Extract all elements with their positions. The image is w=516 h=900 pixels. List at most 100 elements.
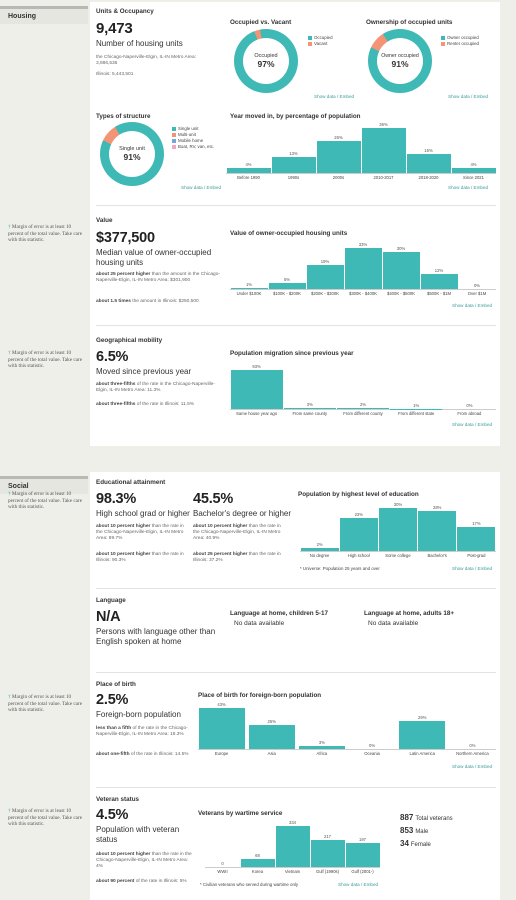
language-adults-title: Language at home, adults 18+ [364, 610, 455, 617]
ownership-center-label: Owner occupied [381, 53, 419, 59]
chart-category-label: Oceania [364, 751, 380, 756]
chart-category-label: Asia [267, 751, 276, 756]
chart-bar[interactable] [275, 826, 310, 867]
chart-bar[interactable] [345, 842, 380, 867]
chart-category-label: Korea [251, 869, 264, 874]
chart-bar[interactable] [248, 725, 295, 749]
veterans-male: 853 Male [400, 826, 429, 835]
chart-value-label: 36% [379, 122, 388, 127]
chart-bar[interactable] [361, 128, 406, 173]
occupied-legend: Occupied Vacant [308, 35, 333, 47]
moved-show-data-link[interactable]: Show data / Embed [448, 185, 489, 190]
chart-bar[interactable] [399, 721, 446, 749]
structure-legend: Single unit Multi-unit Mobile home Boat,… [172, 126, 214, 150]
chart-category-label: Some college [385, 553, 411, 558]
structure-title: Types of structure [96, 113, 151, 120]
birth-show-data-link[interactable]: Show data / Embed [452, 764, 493, 769]
chart-bar[interactable] [230, 287, 268, 289]
chart-value-label: 217 [324, 834, 331, 840]
chart-bar[interactable] [457, 526, 496, 551]
value-show-data-link[interactable]: Show data / Embed [452, 303, 493, 308]
chart-bar[interactable] [226, 168, 271, 173]
chart-category-label: From different county [343, 411, 383, 416]
chart-bar[interactable] [378, 508, 418, 551]
occupied-donut: Occupied 97% [234, 29, 298, 93]
chart-bar[interactable] [336, 408, 390, 409]
veterans-chart: 0 WWII 68 Korea 334 Vietnam 217 Gulf (1990s) 197… [205, 818, 380, 876]
chart-axis [205, 867, 380, 868]
veterans-label: Population with veteran status [96, 825, 180, 844]
birth-title: Place of birth [96, 681, 136, 688]
occupied-show-data-link[interactable]: Show data / Embed [314, 94, 355, 99]
value-chart-title: Value of owner-occupied housing units [230, 230, 348, 237]
education-show-data-link[interactable]: Show data / Embed [452, 566, 493, 571]
section-header-social: Social [0, 476, 88, 494]
section-header-housing: Housing [0, 6, 88, 24]
education-title: Educational attainment [96, 479, 166, 486]
chart-bar[interactable] [240, 858, 275, 867]
chart-bar[interactable] [230, 370, 283, 409]
value-label: Median value of owner-occupied housing u… [96, 248, 212, 267]
chart-bar[interactable] [451, 168, 496, 173]
chart-category-label: $100K - $200K [273, 291, 301, 296]
chart-bar[interactable] [316, 140, 361, 173]
chart-category-label: Since 2021 [463, 175, 484, 180]
chart-value-label: 29% [418, 715, 427, 721]
chart-category-label: WWII [217, 869, 228, 874]
chart-value-label: 26% [334, 134, 343, 140]
units-metro: the Chicago-Naperville-Elgin, IL-IN Metr… [96, 55, 196, 66]
language-kids-text: No data available [234, 620, 285, 627]
chart-bar[interactable] [298, 746, 345, 749]
structure-center-label: Single unit [119, 146, 145, 152]
chart-bar[interactable] [420, 274, 458, 289]
chart-bar[interactable] [418, 510, 457, 551]
chart-value-label: 15% [424, 148, 433, 154]
chart-category-label: From different state [398, 411, 435, 416]
chart-axis [198, 749, 496, 750]
chart-bar[interactable] [339, 518, 378, 551]
education-ba-label: Bachelor's degree or higher [193, 509, 292, 518]
chart-bar[interactable] [382, 251, 420, 289]
units-title: Units & Occupancy [96, 8, 154, 15]
chart-bar[interactable] [283, 407, 336, 409]
mobility-label: Moved since previous year [96, 367, 192, 376]
chart-category-label: From same county [292, 411, 328, 416]
legend-single-unit: Single unit [172, 126, 214, 132]
structure-show-data-link[interactable]: Show data / Embed [181, 185, 222, 190]
chart-category-label: 2000s [332, 175, 345, 180]
value-chart: 1% Under $100K 5% $100K - $200K 19% $200K - $… [230, 240, 496, 298]
education-hs-value: 98.3% [96, 491, 137, 507]
education-hs-comp-state: about 10 percent higher than the rate in… [96, 552, 184, 563]
chart-bar[interactable] [300, 548, 339, 551]
mobility-title: Geographical mobility [96, 337, 163, 344]
birth-moe-note: † Margin of error is at least 10 percent… [8, 694, 82, 714]
chart-category-label: $500K - $1M [427, 291, 451, 296]
mobility-show-data-link[interactable]: Show data / Embed [452, 422, 493, 427]
mobility-chart-title: Population migration since previous year [230, 350, 354, 357]
chart-category-label: $300K - $400K [349, 291, 377, 296]
divider [96, 205, 496, 206]
chart-value-label: 0% [369, 743, 376, 748]
chart-bar[interactable] [344, 248, 382, 289]
language-title: Language [96, 597, 126, 604]
chart-category-label: Gulf (2001-) [351, 869, 374, 874]
chart-value-label: 68 [255, 852, 260, 858]
education-chart: 2% No degree 23% High school 30% Some college… [300, 500, 496, 560]
chart-bar[interactable] [271, 156, 316, 173]
chart-value-label: 28% [432, 504, 442, 510]
chart-bar[interactable] [406, 154, 451, 173]
moved-title: Year moved in, by percentage of populati… [230, 113, 361, 120]
chart-bar[interactable] [306, 265, 344, 289]
veterans-show-data-link[interactable]: Show data / Embed [338, 882, 379, 887]
occupied-title: Occupied vs. Vacant [230, 19, 292, 26]
legend-renter: Renter occupied [441, 41, 479, 47]
chart-value-label: 0% [466, 403, 473, 408]
chart-bar[interactable] [268, 282, 306, 289]
chart-bar[interactable] [310, 840, 345, 867]
divider [96, 325, 496, 326]
education-hs-comp-metro: about 10 percent higher than the rate in… [96, 524, 184, 541]
chart-value-label: 12% [434, 268, 444, 274]
value-moe-note: † Margin of error is at least 10 percent… [8, 224, 82, 244]
chart-bar[interactable] [198, 708, 245, 749]
ownership-show-data-link[interactable]: Show data / Embed [448, 94, 489, 99]
